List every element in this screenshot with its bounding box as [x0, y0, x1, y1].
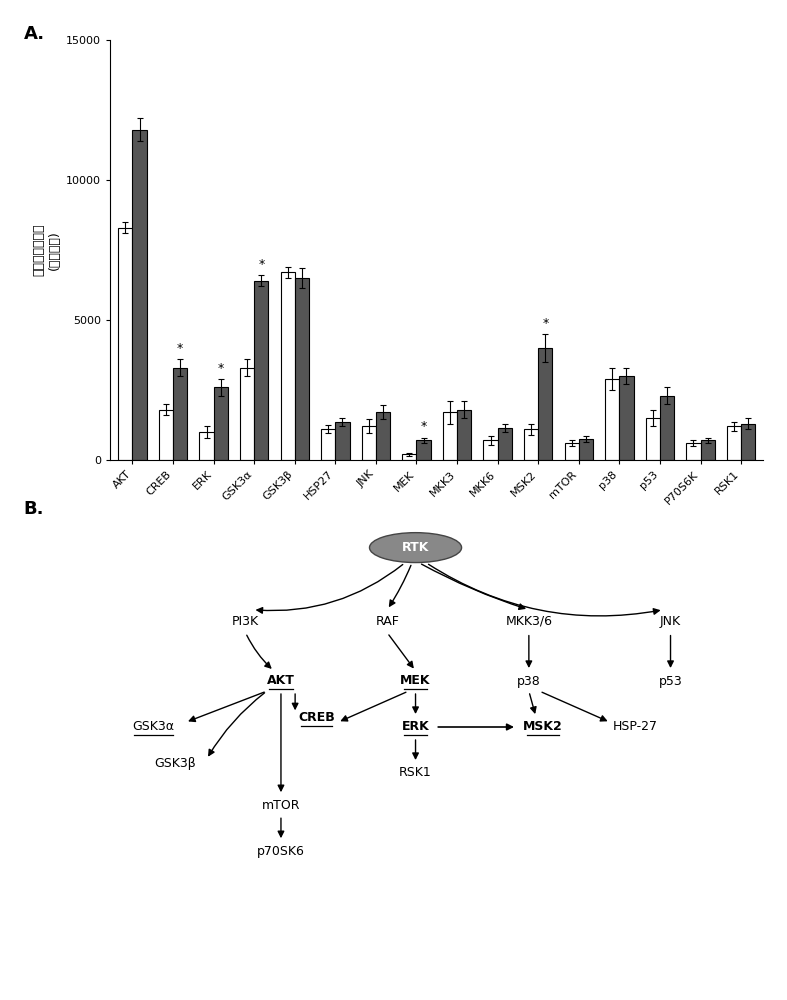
Text: *: * — [258, 258, 264, 271]
Bar — [564, 443, 578, 460]
Text: RTK: RTK — [402, 541, 429, 554]
Ellipse shape — [370, 533, 461, 563]
Text: ERK: ERK — [401, 720, 430, 734]
Bar — [457, 410, 471, 460]
Bar — [254, 281, 268, 460]
Text: RSK1: RSK1 — [399, 766, 432, 780]
Bar — [240, 368, 254, 460]
Text: *: * — [420, 420, 427, 433]
Bar — [741, 424, 756, 460]
Bar — [700, 440, 715, 460]
Bar — [538, 348, 552, 460]
Text: *: * — [542, 317, 549, 330]
Bar — [173, 368, 187, 460]
Bar — [118, 228, 132, 460]
Text: *: * — [218, 362, 224, 375]
Text: B.: B. — [24, 500, 44, 518]
Text: CREB: CREB — [298, 711, 334, 724]
Bar — [199, 432, 213, 460]
Bar — [159, 410, 173, 460]
Bar — [660, 396, 674, 460]
Bar — [605, 379, 619, 460]
Text: GSK3β: GSK3β — [153, 757, 196, 770]
Text: MKK3/6: MKK3/6 — [505, 615, 552, 628]
Text: p70SK6: p70SK6 — [257, 845, 305, 858]
Bar — [645, 418, 660, 460]
Text: A.: A. — [24, 25, 45, 43]
Text: *: * — [177, 342, 183, 355]
Bar — [281, 272, 295, 460]
Bar — [578, 439, 593, 460]
Bar — [213, 387, 228, 460]
Bar — [524, 429, 538, 460]
Bar — [402, 454, 416, 460]
Text: GSK3α: GSK3α — [132, 720, 175, 734]
Bar — [321, 429, 335, 460]
Text: JNK: JNK — [660, 615, 681, 628]
Bar — [483, 440, 497, 460]
Text: p53: p53 — [659, 674, 682, 688]
Text: AKT: AKT — [267, 674, 295, 688]
Bar — [727, 426, 741, 460]
Text: p38: p38 — [517, 674, 541, 688]
Y-axis label: 磷酸化蛋白表达
(像素密度): 磷酸化蛋白表达 (像素密度) — [32, 224, 61, 276]
Text: MSK2: MSK2 — [523, 720, 563, 734]
Bar — [443, 412, 457, 460]
Bar — [416, 440, 430, 460]
Bar — [376, 412, 390, 460]
Bar — [132, 130, 146, 460]
Text: MEK: MEK — [401, 674, 430, 688]
Bar — [497, 428, 512, 460]
Bar — [362, 426, 376, 460]
Text: mTOR: mTOR — [262, 799, 300, 812]
Bar — [619, 376, 634, 460]
Bar — [686, 443, 700, 460]
Text: HSP-27: HSP-27 — [612, 720, 658, 734]
Bar — [335, 422, 349, 460]
Bar — [295, 278, 309, 460]
Text: PI3K: PI3K — [232, 615, 259, 628]
Text: RAF: RAF — [375, 615, 399, 628]
